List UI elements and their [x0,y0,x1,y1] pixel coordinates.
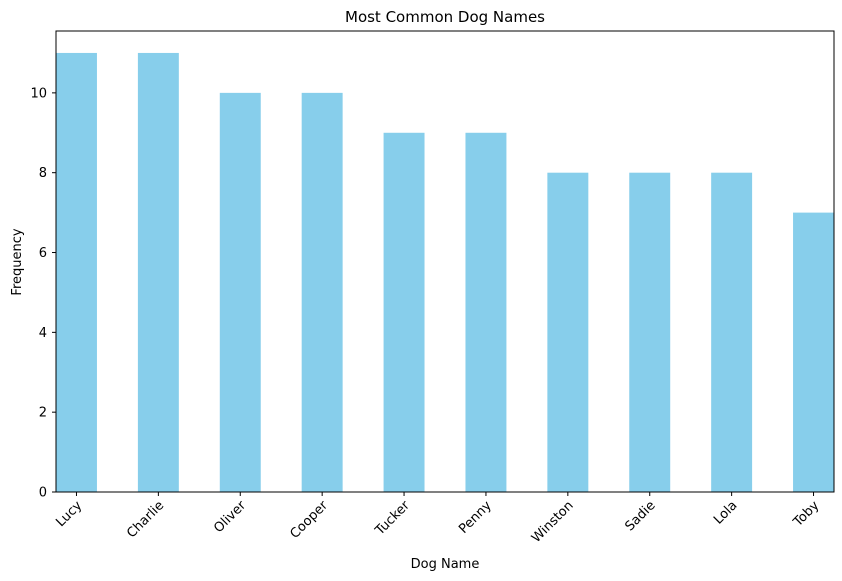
x-tick-label: Charlie [124,498,167,541]
chart-title: Most Common Dog Names [345,8,545,26]
bar-oliver [219,92,261,493]
x-tick-label: Toby [790,498,822,530]
bar-charlie [137,52,179,492]
bar-toby [793,212,834,493]
y-tick-label: 4 [39,326,47,341]
bar-tucker [383,132,425,492]
x-tick-label: Winston [529,498,577,546]
bar-penny [465,132,507,492]
x-tick-label: Lucy [53,498,85,530]
bar-cooper [301,92,343,493]
x-tick-label: Penny [456,498,495,537]
bar-lucy [56,52,97,492]
y-tick-label: 10 [30,86,47,101]
bars-layer [56,52,834,493]
x-tick-label: Cooper [287,498,331,542]
x-tick-label: Oliver [211,498,249,536]
x-axis: Lucy Charlie Oliver Cooper Tucker Penny Winsto… [53,492,823,546]
bar-sadie [629,172,671,492]
x-tick-label: Tucker [372,498,413,539]
x-tick-label: Sadie [622,498,658,534]
y-axis-title: Frequency [10,228,25,295]
y-tick-label: 6 [39,246,47,261]
x-axis-title: Dog Name [411,557,480,572]
x-tick-label: Lola [711,498,740,527]
plot-frame [55,30,835,493]
y-tick-label: 0 [39,486,47,501]
y-tick-label: 2 [39,406,47,421]
y-axis: 0 2 4 6 8 10 [30,86,56,501]
bar-lola [711,172,753,492]
bar-winston [547,172,589,492]
y-tick-label: 8 [39,166,47,181]
